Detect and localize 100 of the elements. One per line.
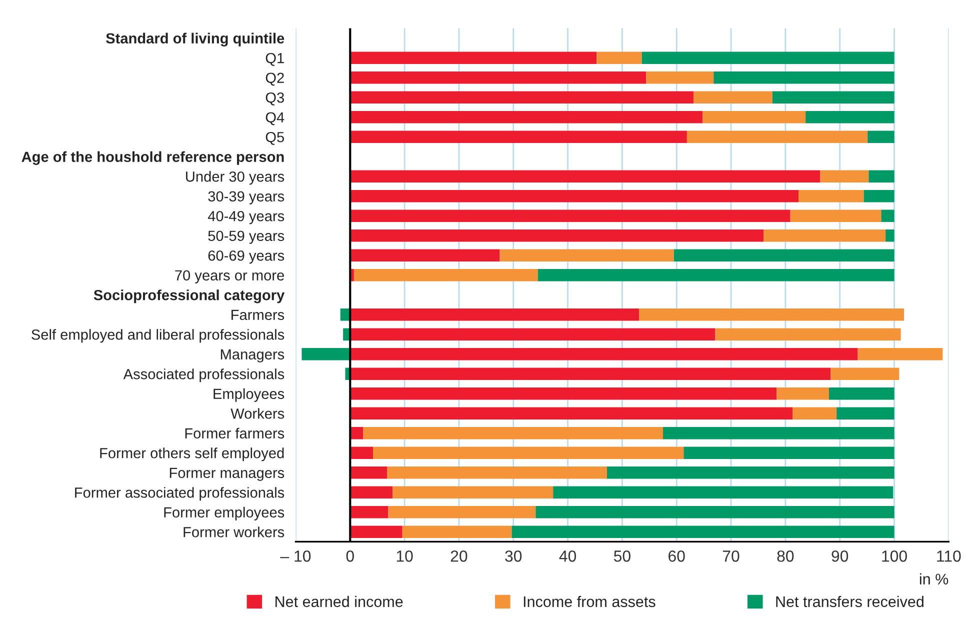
y-tick-label: Q1 <box>266 52 284 66</box>
bar <box>686 130 868 143</box>
legend-label: Net earned income <box>276 596 403 608</box>
y-tick-label: Former farmers <box>185 428 284 439</box>
bar <box>372 446 684 459</box>
bar <box>350 328 716 340</box>
bar <box>350 426 364 440</box>
y-tick-label: 40-49 years <box>208 210 284 224</box>
bar <box>764 229 886 242</box>
bar <box>646 71 714 84</box>
bar <box>693 91 772 104</box>
bar <box>500 249 674 262</box>
bar <box>392 486 554 498</box>
bar <box>350 526 402 538</box>
y-tick-label: Former employees <box>164 506 284 520</box>
bar <box>836 407 894 420</box>
y-tick-label: Standard of living quintile <box>106 32 284 46</box>
y-tick-label: Employees <box>214 388 284 402</box>
bar <box>350 170 820 182</box>
x-tick-label: 30 <box>505 550 522 562</box>
legend-label: Net transfers received <box>776 596 924 608</box>
bar <box>596 52 642 64</box>
y-tick-label: Former managers <box>170 468 284 481</box>
y-tick-label: Workers <box>230 408 284 419</box>
y-tick-label: Former others self employed <box>100 448 284 462</box>
x-tick-label: 80 <box>777 550 794 562</box>
bar <box>674 249 894 262</box>
x-axis-title: in % <box>920 573 948 584</box>
bar <box>798 190 864 202</box>
bar <box>536 506 894 518</box>
bar <box>350 446 373 459</box>
x-tick-label: 40 <box>559 550 576 562</box>
bar <box>350 387 777 400</box>
x-tick-label: 90 <box>832 550 848 562</box>
bar <box>776 387 829 400</box>
y-tick-label: Q5 <box>266 132 284 145</box>
x-tick-label: 20 <box>450 550 468 562</box>
x-tick-label: 70 <box>722 550 740 562</box>
y-tick-label: 60-69 years <box>208 250 284 264</box>
bar <box>772 91 894 104</box>
bar <box>606 466 894 479</box>
x-tick-label: 50 <box>614 550 630 562</box>
bar <box>302 348 350 360</box>
bar <box>820 170 869 182</box>
y-tick-label: 30-39 years <box>208 191 284 204</box>
y-tick-label: Self employed and liberal professionals <box>32 329 284 343</box>
x-tick-label: – 10 <box>280 550 311 562</box>
y-tick-label: 50-59 years <box>208 230 284 244</box>
bar <box>828 387 894 400</box>
bar <box>350 249 500 262</box>
bar <box>350 506 388 518</box>
bar <box>350 190 798 202</box>
y-tick-label: Former associated professionals <box>75 487 284 501</box>
y-tick-label: Managers <box>220 349 284 362</box>
bar <box>830 368 900 380</box>
bar <box>858 348 943 360</box>
bar <box>702 110 806 124</box>
bar <box>350 466 388 479</box>
x-tick-label: 0 <box>346 550 354 562</box>
bar <box>350 71 646 84</box>
bar <box>387 466 607 479</box>
bar <box>886 229 894 242</box>
bar <box>350 91 694 104</box>
bar <box>538 268 894 282</box>
bar <box>512 526 894 538</box>
bar <box>663 426 894 440</box>
legend-label: Income from assets <box>524 596 656 608</box>
bar <box>642 52 894 64</box>
y-tick-label: Farmers <box>232 310 284 320</box>
bar <box>350 486 393 498</box>
bar <box>350 308 640 321</box>
bar <box>792 407 837 420</box>
y-tick-label: Under 30 years <box>186 171 284 185</box>
bar <box>684 446 894 459</box>
bar <box>790 210 882 222</box>
bar <box>714 71 894 84</box>
bar <box>350 368 831 380</box>
x-tick-label: 100 <box>882 550 907 562</box>
bar <box>715 328 901 340</box>
y-tick-label: 70 years or more <box>175 270 284 284</box>
y-tick-label: Q3 <box>266 92 284 106</box>
y-tick-label: Age of the houshold reference person <box>22 151 284 165</box>
bar <box>639 308 904 321</box>
y-tick-label: Associated professionals <box>123 368 284 382</box>
x-tick-label: 60 <box>668 550 685 562</box>
bar <box>553 486 894 498</box>
bar <box>388 506 536 518</box>
x-tick-label: 10 <box>396 550 413 562</box>
y-tick-label: Q4 <box>266 112 284 126</box>
bar <box>350 407 793 420</box>
bar <box>363 426 664 440</box>
bar <box>350 210 790 222</box>
bar <box>868 170 894 182</box>
bar <box>350 52 597 64</box>
bar <box>350 110 703 124</box>
bar <box>864 190 894 202</box>
x-tick-label: 110 <box>937 550 961 562</box>
bar <box>350 130 687 143</box>
y-tick-label: Q2 <box>266 72 284 86</box>
y-tick-label: Former workers <box>184 526 284 538</box>
